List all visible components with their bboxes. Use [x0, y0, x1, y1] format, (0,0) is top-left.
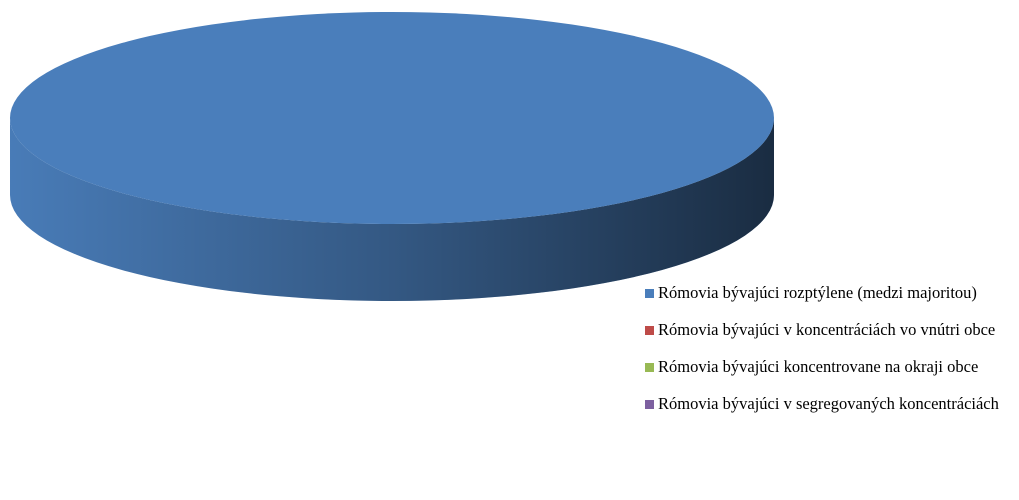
legend-label: Rómovia bývajúci v koncentráciách vo vnú…: [658, 320, 996, 339]
legend-label: Rómovia bývajúci rozptýlene (medzi major…: [658, 283, 977, 302]
legend-item: Rómovia bývajúci koncentrovane na okraji…: [645, 355, 1019, 379]
legend-swatch: [645, 289, 654, 298]
legend-label: Rómovia bývajúci koncentrovane na okraji…: [658, 357, 979, 376]
pie-slice: [10, 12, 774, 224]
legend-item: Rómovia bývajúci v koncentráciách vo vnú…: [645, 318, 1019, 342]
legend-swatch: [645, 326, 654, 335]
legend-swatch: [645, 400, 654, 409]
legend: Rómovia bývajúci rozptýlene (medzi major…: [645, 281, 1019, 429]
legend-swatch: [645, 363, 654, 372]
legend-item: Rómovia bývajúci v segregovaných koncent…: [645, 392, 1019, 416]
legend-item: Rómovia bývajúci rozptýlene (medzi major…: [645, 281, 1019, 305]
pie-side-shade: [10, 118, 774, 301]
legend-label: Rómovia bývajúci v segregovaných koncent…: [658, 394, 999, 413]
